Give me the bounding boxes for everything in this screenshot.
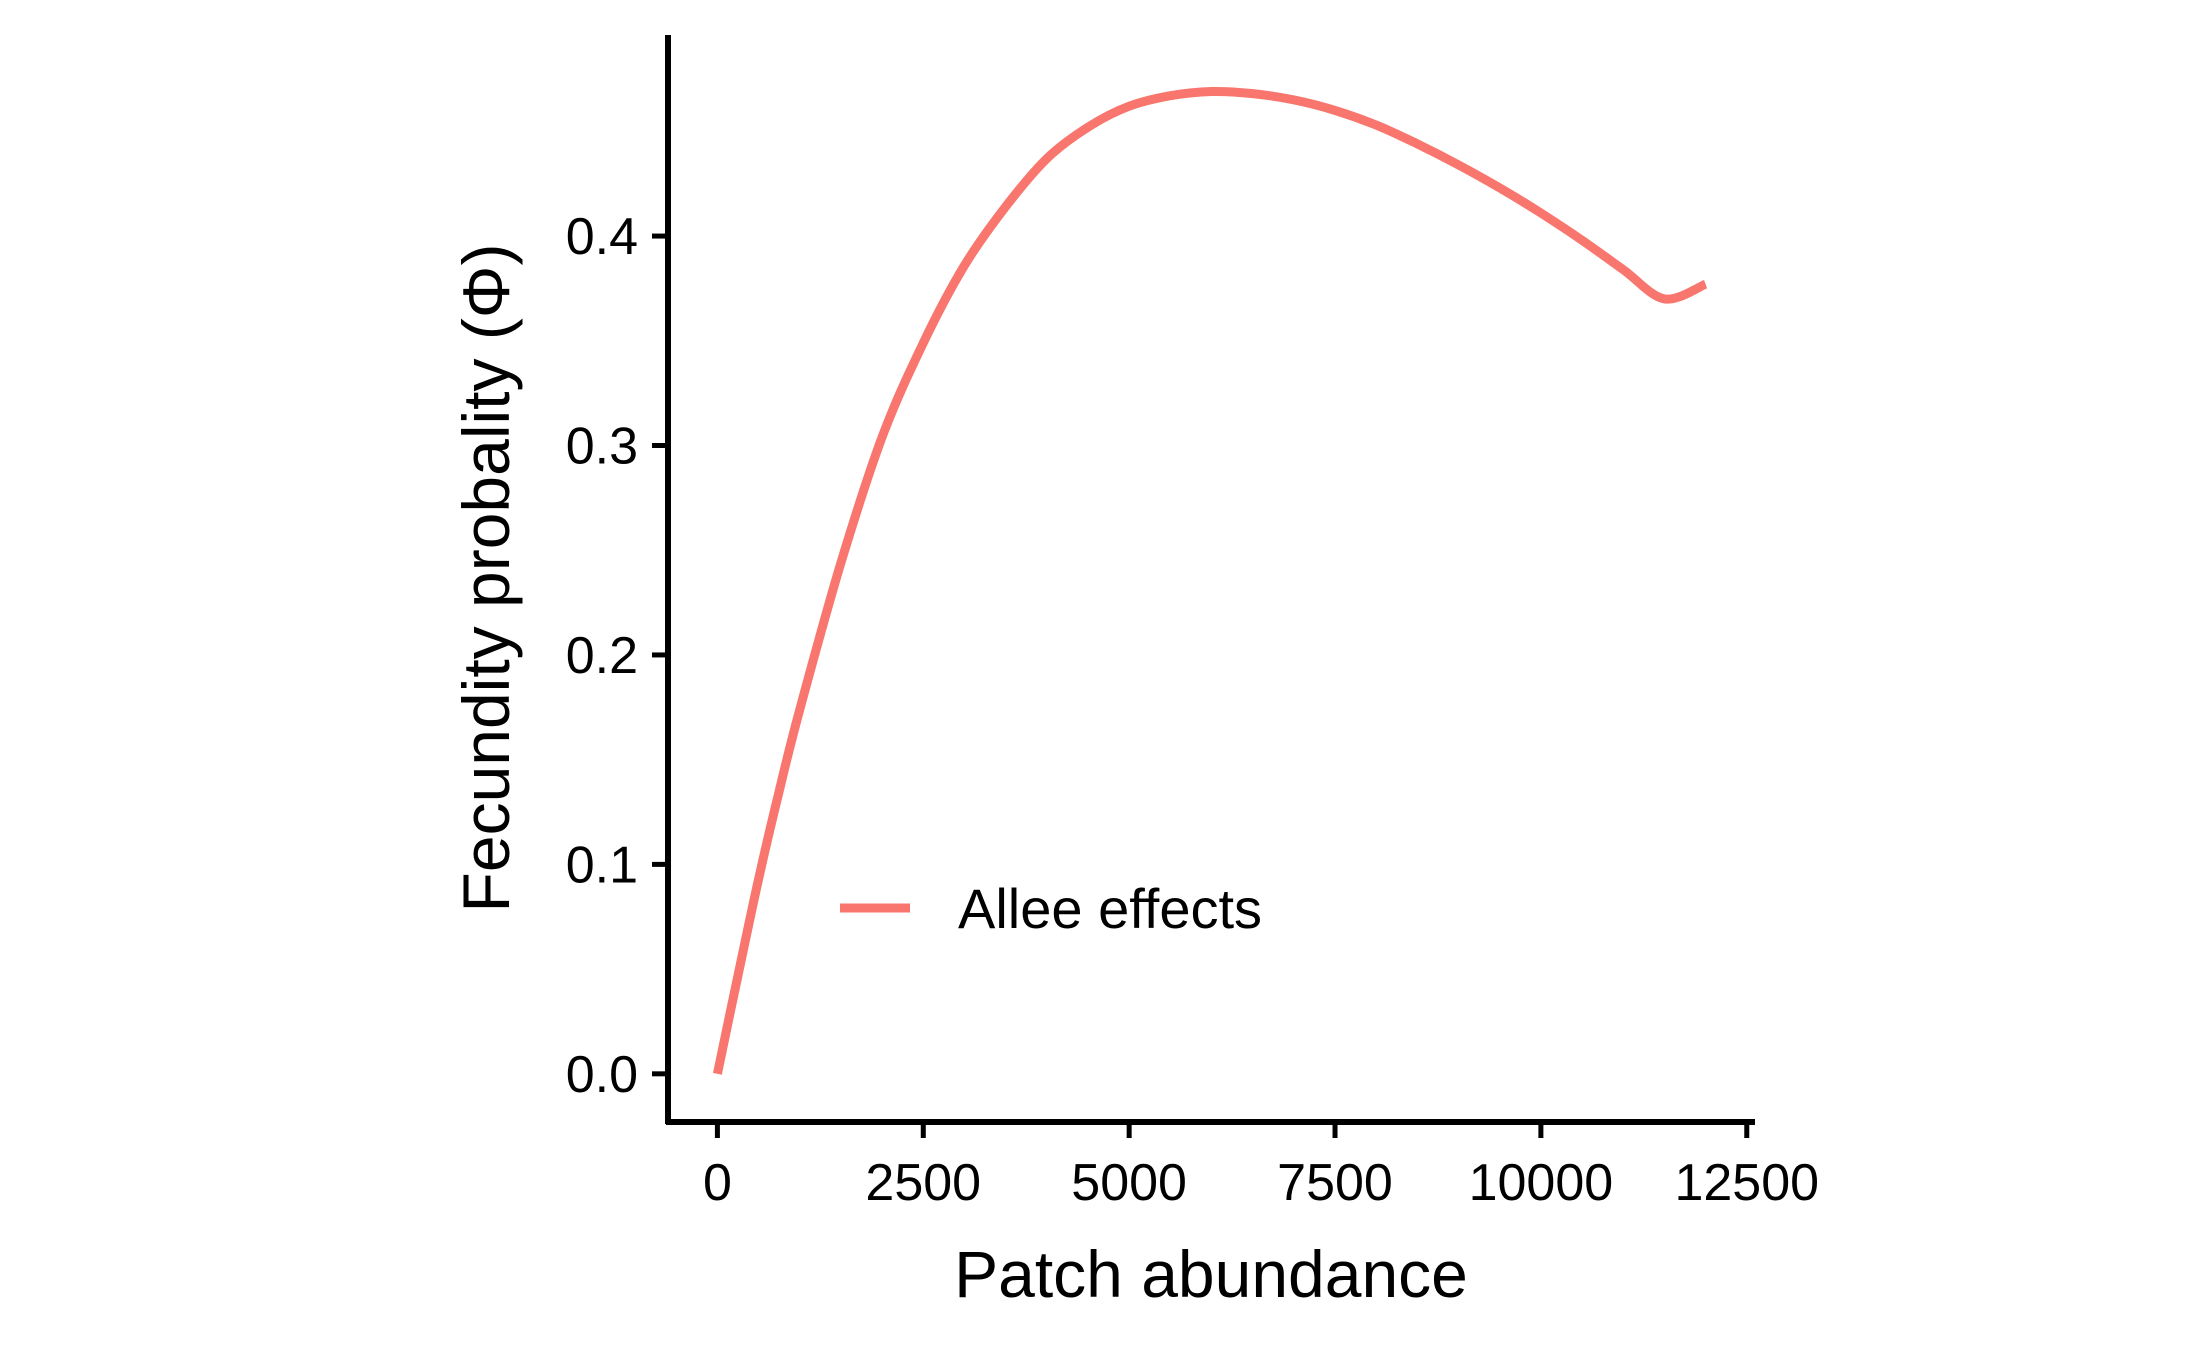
x-tick-label: 2500	[865, 1154, 981, 1212]
y-tick-label: 0.1	[566, 836, 638, 894]
x-tick-label: 10000	[1469, 1154, 1614, 1212]
y-axis-title: Fecundity probality (Φ)	[449, 244, 523, 913]
x-tick-label: 5000	[1071, 1154, 1187, 1212]
x-tick-label: 12500	[1674, 1154, 1819, 1212]
y-tick-label: 0.0	[566, 1046, 638, 1104]
axes: 0 2500 5000 7500 10000 12500 0.0 0.1 0.2 0.3 0.4	[566, 35, 1819, 1212]
x-tick-label: 7500	[1277, 1154, 1393, 1212]
x-tick-label: 0	[703, 1154, 732, 1212]
series-line-allee-effects	[712, 86, 1708, 1075]
x-axis-title: Patch abundance	[954, 1237, 1468, 1311]
y-tick-label: 0.3	[566, 418, 638, 476]
legend: Allee effects	[840, 877, 1262, 940]
legend-label-allee-effects: Allee effects	[958, 877, 1262, 940]
y-tick-label: 0.2	[566, 627, 638, 685]
y-tick-label: 0.4	[566, 208, 638, 266]
plot-area	[712, 86, 1708, 1075]
